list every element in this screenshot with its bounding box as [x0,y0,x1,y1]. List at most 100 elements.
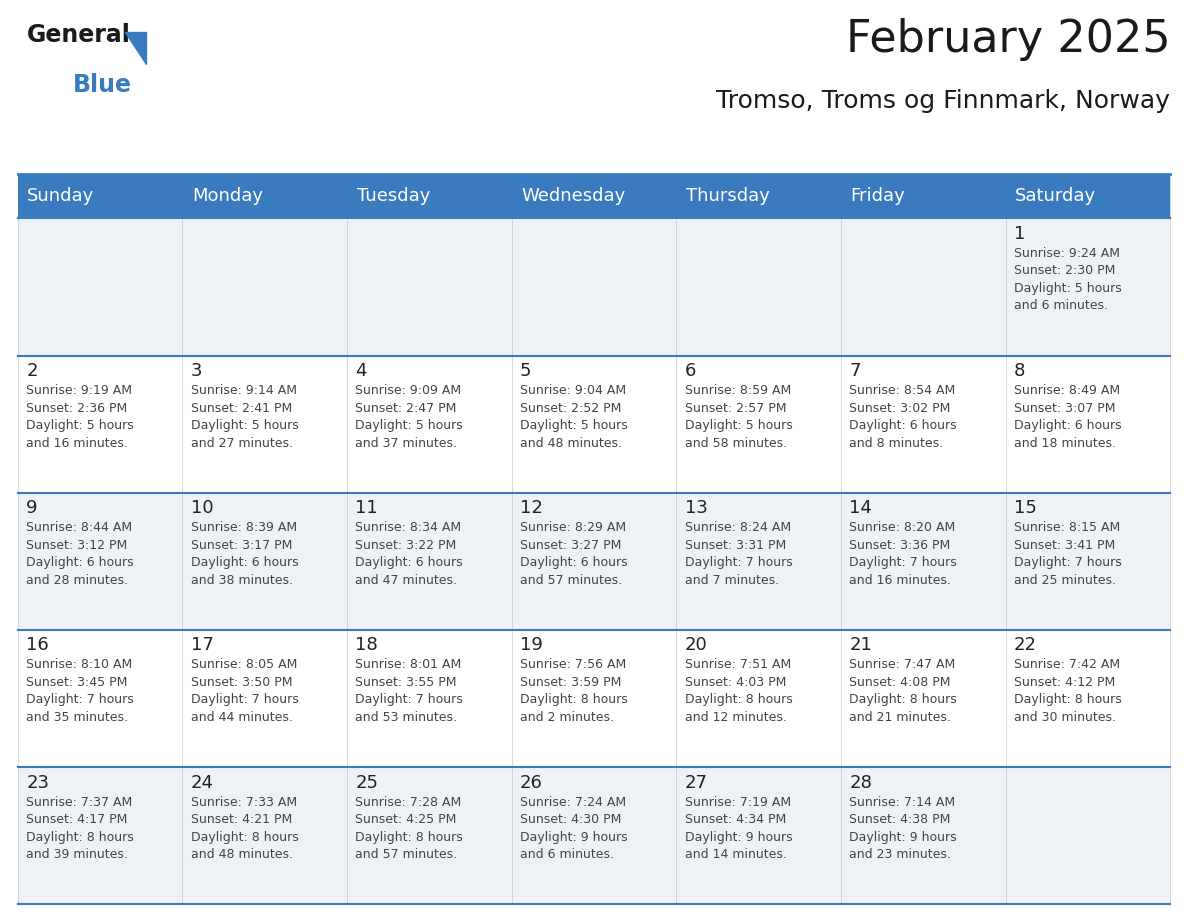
Text: Thursday: Thursday [685,187,770,206]
Text: Sunrise: 7:33 AM
Sunset: 4:21 PM
Daylight: 8 hours
and 48 minutes.: Sunrise: 7:33 AM Sunset: 4:21 PM Dayligh… [191,796,298,861]
Bar [183,218,347,355]
Bar [512,767,676,904]
Bar [841,355,1005,493]
Bar [1005,493,1170,630]
Text: Saturday: Saturday [1015,187,1097,206]
Text: Blue: Blue [72,73,132,97]
Text: 6: 6 [684,362,696,380]
Text: 12: 12 [520,499,543,517]
Bar [676,355,841,493]
Bar [676,493,841,630]
Text: Sunrise: 8:49 AM
Sunset: 3:07 PM
Daylight: 6 hours
and 18 minutes.: Sunrise: 8:49 AM Sunset: 3:07 PM Dayligh… [1013,384,1121,450]
Text: Sunrise: 9:24 AM
Sunset: 2:30 PM
Daylight: 5 hours
and 6 minutes.: Sunrise: 9:24 AM Sunset: 2:30 PM Dayligh… [1013,247,1121,312]
Text: Sunrise: 9:19 AM
Sunset: 2:36 PM
Daylight: 5 hours
and 16 minutes.: Sunrise: 9:19 AM Sunset: 2:36 PM Dayligh… [26,384,134,450]
Text: Sunrise: 7:51 AM
Sunset: 4:03 PM
Daylight: 8 hours
and 12 minutes.: Sunrise: 7:51 AM Sunset: 4:03 PM Dayligh… [684,658,792,724]
Text: 14: 14 [849,499,872,517]
Text: Sunrise: 7:56 AM
Sunset: 3:59 PM
Daylight: 8 hours
and 2 minutes.: Sunrise: 7:56 AM Sunset: 3:59 PM Dayligh… [520,658,627,724]
Bar [1005,767,1170,904]
Bar [347,767,512,904]
Text: 10: 10 [191,499,214,517]
Text: Monday: Monday [192,187,263,206]
Text: Sunrise: 8:59 AM
Sunset: 2:57 PM
Daylight: 5 hours
and 58 minutes.: Sunrise: 8:59 AM Sunset: 2:57 PM Dayligh… [684,384,792,450]
Text: Sunrise: 7:24 AM
Sunset: 4:30 PM
Daylight: 9 hours
and 6 minutes.: Sunrise: 7:24 AM Sunset: 4:30 PM Dayligh… [520,796,627,861]
Bar [841,218,1005,355]
Text: Tuesday: Tuesday [356,187,430,206]
Text: 17: 17 [191,636,214,655]
Bar [183,767,347,904]
Bar [183,355,347,493]
Text: 9: 9 [26,499,38,517]
Text: Sunrise: 7:19 AM
Sunset: 4:34 PM
Daylight: 9 hours
and 14 minutes.: Sunrise: 7:19 AM Sunset: 4:34 PM Dayligh… [684,796,792,861]
Text: 25: 25 [355,774,379,791]
Bar [18,218,183,355]
Text: 19: 19 [520,636,543,655]
Text: 27: 27 [684,774,708,791]
Text: 22: 22 [1013,636,1037,655]
Bar [512,355,676,493]
Text: Sunrise: 9:09 AM
Sunset: 2:47 PM
Daylight: 5 hours
and 37 minutes.: Sunrise: 9:09 AM Sunset: 2:47 PM Dayligh… [355,384,463,450]
Bar [18,767,183,904]
Text: Sunrise: 7:47 AM
Sunset: 4:08 PM
Daylight: 8 hours
and 21 minutes.: Sunrise: 7:47 AM Sunset: 4:08 PM Dayligh… [849,658,958,724]
Text: Sunrise: 7:28 AM
Sunset: 4:25 PM
Daylight: 8 hours
and 57 minutes.: Sunrise: 7:28 AM Sunset: 4:25 PM Dayligh… [355,796,463,861]
Bar [841,493,1005,630]
Bar [512,493,676,630]
Text: Wednesday: Wednesday [522,187,625,206]
Bar [347,218,512,355]
Bar [841,767,1005,904]
Text: 8: 8 [1013,362,1025,380]
Bar [347,355,512,493]
Bar [512,218,676,355]
Text: Sunrise: 8:24 AM
Sunset: 3:31 PM
Daylight: 7 hours
and 7 minutes.: Sunrise: 8:24 AM Sunset: 3:31 PM Dayligh… [684,521,792,587]
Bar [676,767,841,904]
Text: February 2025: February 2025 [846,18,1170,62]
Bar [183,630,347,767]
Text: 28: 28 [849,774,872,791]
Text: Sunrise: 7:14 AM
Sunset: 4:38 PM
Daylight: 9 hours
and 23 minutes.: Sunrise: 7:14 AM Sunset: 4:38 PM Dayligh… [849,796,956,861]
Text: 11: 11 [355,499,378,517]
Polygon shape [125,32,146,64]
Text: 13: 13 [684,499,708,517]
Text: 15: 15 [1013,499,1037,517]
Text: Sunrise: 8:29 AM
Sunset: 3:27 PM
Daylight: 6 hours
and 57 minutes.: Sunrise: 8:29 AM Sunset: 3:27 PM Dayligh… [520,521,627,587]
Text: 16: 16 [26,636,49,655]
Bar [183,493,347,630]
Text: 20: 20 [684,636,707,655]
Bar [18,630,183,767]
Text: Sunday: Sunday [27,187,95,206]
Bar [676,630,841,767]
Text: 1: 1 [1013,225,1025,243]
Text: 7: 7 [849,362,861,380]
Bar [18,355,183,493]
Text: 18: 18 [355,636,378,655]
Text: Sunrise: 8:20 AM
Sunset: 3:36 PM
Daylight: 7 hours
and 16 minutes.: Sunrise: 8:20 AM Sunset: 3:36 PM Dayligh… [849,521,958,587]
Bar [18,174,1170,218]
Bar [18,493,183,630]
Text: 2: 2 [26,362,38,380]
Text: 5: 5 [520,362,531,380]
Bar [841,630,1005,767]
Text: 24: 24 [191,774,214,791]
Bar [1005,630,1170,767]
Text: 21: 21 [849,636,872,655]
Text: Sunrise: 8:15 AM
Sunset: 3:41 PM
Daylight: 7 hours
and 25 minutes.: Sunrise: 8:15 AM Sunset: 3:41 PM Dayligh… [1013,521,1121,587]
Text: General: General [27,23,131,47]
Bar [676,218,841,355]
Text: 4: 4 [355,362,367,380]
Text: Sunrise: 9:14 AM
Sunset: 2:41 PM
Daylight: 5 hours
and 27 minutes.: Sunrise: 9:14 AM Sunset: 2:41 PM Dayligh… [191,384,298,450]
Text: Sunrise: 8:39 AM
Sunset: 3:17 PM
Daylight: 6 hours
and 38 minutes.: Sunrise: 8:39 AM Sunset: 3:17 PM Dayligh… [191,521,298,587]
Bar [512,630,676,767]
Text: Sunrise: 8:05 AM
Sunset: 3:50 PM
Daylight: 7 hours
and 44 minutes.: Sunrise: 8:05 AM Sunset: 3:50 PM Dayligh… [191,658,298,724]
Text: 26: 26 [520,774,543,791]
Text: Sunrise: 7:42 AM
Sunset: 4:12 PM
Daylight: 8 hours
and 30 minutes.: Sunrise: 7:42 AM Sunset: 4:12 PM Dayligh… [1013,658,1121,724]
Text: 3: 3 [191,362,202,380]
Bar [1005,355,1170,493]
Bar [347,630,512,767]
Bar [347,493,512,630]
Text: Tromso, Troms og Finnmark, Norway: Tromso, Troms og Finnmark, Norway [716,89,1170,113]
Text: Sunrise: 7:37 AM
Sunset: 4:17 PM
Daylight: 8 hours
and 39 minutes.: Sunrise: 7:37 AM Sunset: 4:17 PM Dayligh… [26,796,134,861]
Text: Sunrise: 8:34 AM
Sunset: 3:22 PM
Daylight: 6 hours
and 47 minutes.: Sunrise: 8:34 AM Sunset: 3:22 PM Dayligh… [355,521,463,587]
Text: Sunrise: 8:54 AM
Sunset: 3:02 PM
Daylight: 6 hours
and 8 minutes.: Sunrise: 8:54 AM Sunset: 3:02 PM Dayligh… [849,384,956,450]
Text: Sunrise: 8:44 AM
Sunset: 3:12 PM
Daylight: 6 hours
and 28 minutes.: Sunrise: 8:44 AM Sunset: 3:12 PM Dayligh… [26,521,134,587]
Text: Sunrise: 8:10 AM
Sunset: 3:45 PM
Daylight: 7 hours
and 35 minutes.: Sunrise: 8:10 AM Sunset: 3:45 PM Dayligh… [26,658,134,724]
Text: Sunrise: 8:01 AM
Sunset: 3:55 PM
Daylight: 7 hours
and 53 minutes.: Sunrise: 8:01 AM Sunset: 3:55 PM Dayligh… [355,658,463,724]
